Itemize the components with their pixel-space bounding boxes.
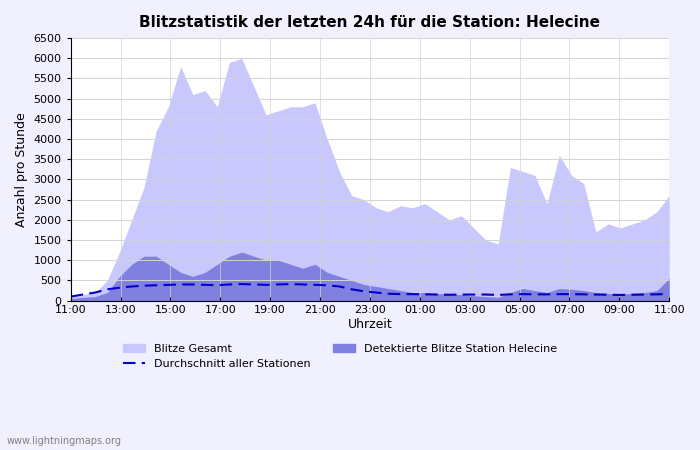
Y-axis label: Anzahl pro Stunde: Anzahl pro Stunde <box>15 112 28 227</box>
X-axis label: Uhrzeit: Uhrzeit <box>348 318 392 331</box>
Title: Blitzstatistik der letzten 24h für die Station: Helecine: Blitzstatistik der letzten 24h für die S… <box>139 15 601 30</box>
Legend: Blitze Gesamt, Durchschnitt aller Stationen, Detektierte Blitze Station Helecine: Blitze Gesamt, Durchschnitt aller Statio… <box>118 339 561 374</box>
Text: www.lightningmaps.org: www.lightningmaps.org <box>7 436 122 446</box>
